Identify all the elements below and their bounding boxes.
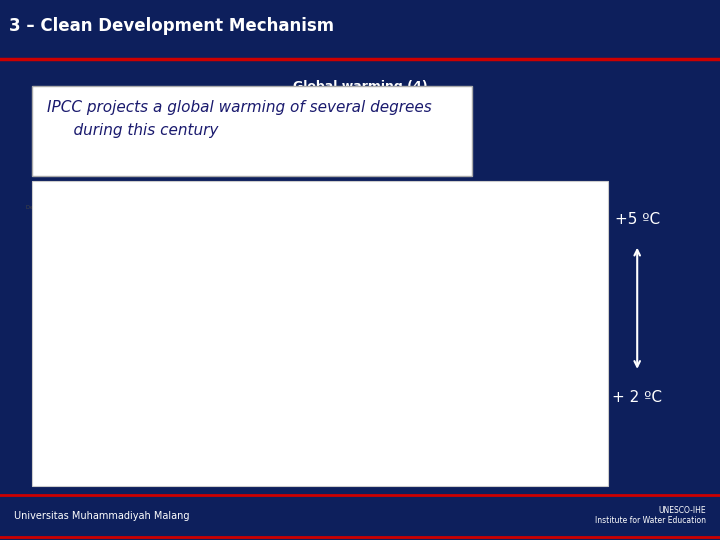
Text: 3 – Clean Development Mechanism: 3 – Clean Development Mechanism bbox=[9, 17, 334, 35]
Text: Bars show
the range in
year 2100
produced by
several models: Bars show the range in year 2100 produce… bbox=[511, 328, 544, 350]
Text: Universitas Muhammadiyah Malang: Universitas Muhammadiyah Malang bbox=[14, 511, 190, 521]
Text: Global
instrumental
observations: Global instrumental observations bbox=[464, 200, 491, 213]
Bar bbox=[456, 202, 558, 472]
Text: Global warming (4): Global warming (4) bbox=[293, 80, 427, 93]
Bar bbox=[54, 202, 456, 472]
Text: UNESCO-IHE
Institute for Water Education: UNESCO-IHE Institute for Water Education bbox=[595, 506, 706, 525]
Text: Variations of the Earth's surface temperature: years 1000 to 2100: Variations of the Earth's surface temper… bbox=[174, 206, 438, 213]
Text: + 2 ºC: + 2 ºC bbox=[612, 390, 662, 404]
Text: during this century: during this century bbox=[54, 123, 218, 138]
Text: +5 ºC: +5 ºC bbox=[615, 212, 660, 227]
Text: Projections: Projections bbox=[516, 211, 542, 215]
Bar bbox=[54, 445, 558, 472]
Text: Departures in temperature in °C (from the 1990 value): Departures in temperature in °C (from th… bbox=[27, 205, 172, 210]
Text: IPCC projects a global warming of several degrees: IPCC projects a global warming of severa… bbox=[47, 100, 431, 115]
Text: Scenarios
A1B
A1T
A1FI
A2
B1
B2
1550s: Scenarios A1B A1T A1FI A2 B1 B2 1550s bbox=[520, 365, 540, 401]
Text: Observations, Northern Hemisphere, proxy data: Observations, Northern Hemisphere, proxy… bbox=[196, 211, 314, 215]
Text: Several models
all SRES envelope: Several models all SRES envelope bbox=[540, 204, 577, 213]
